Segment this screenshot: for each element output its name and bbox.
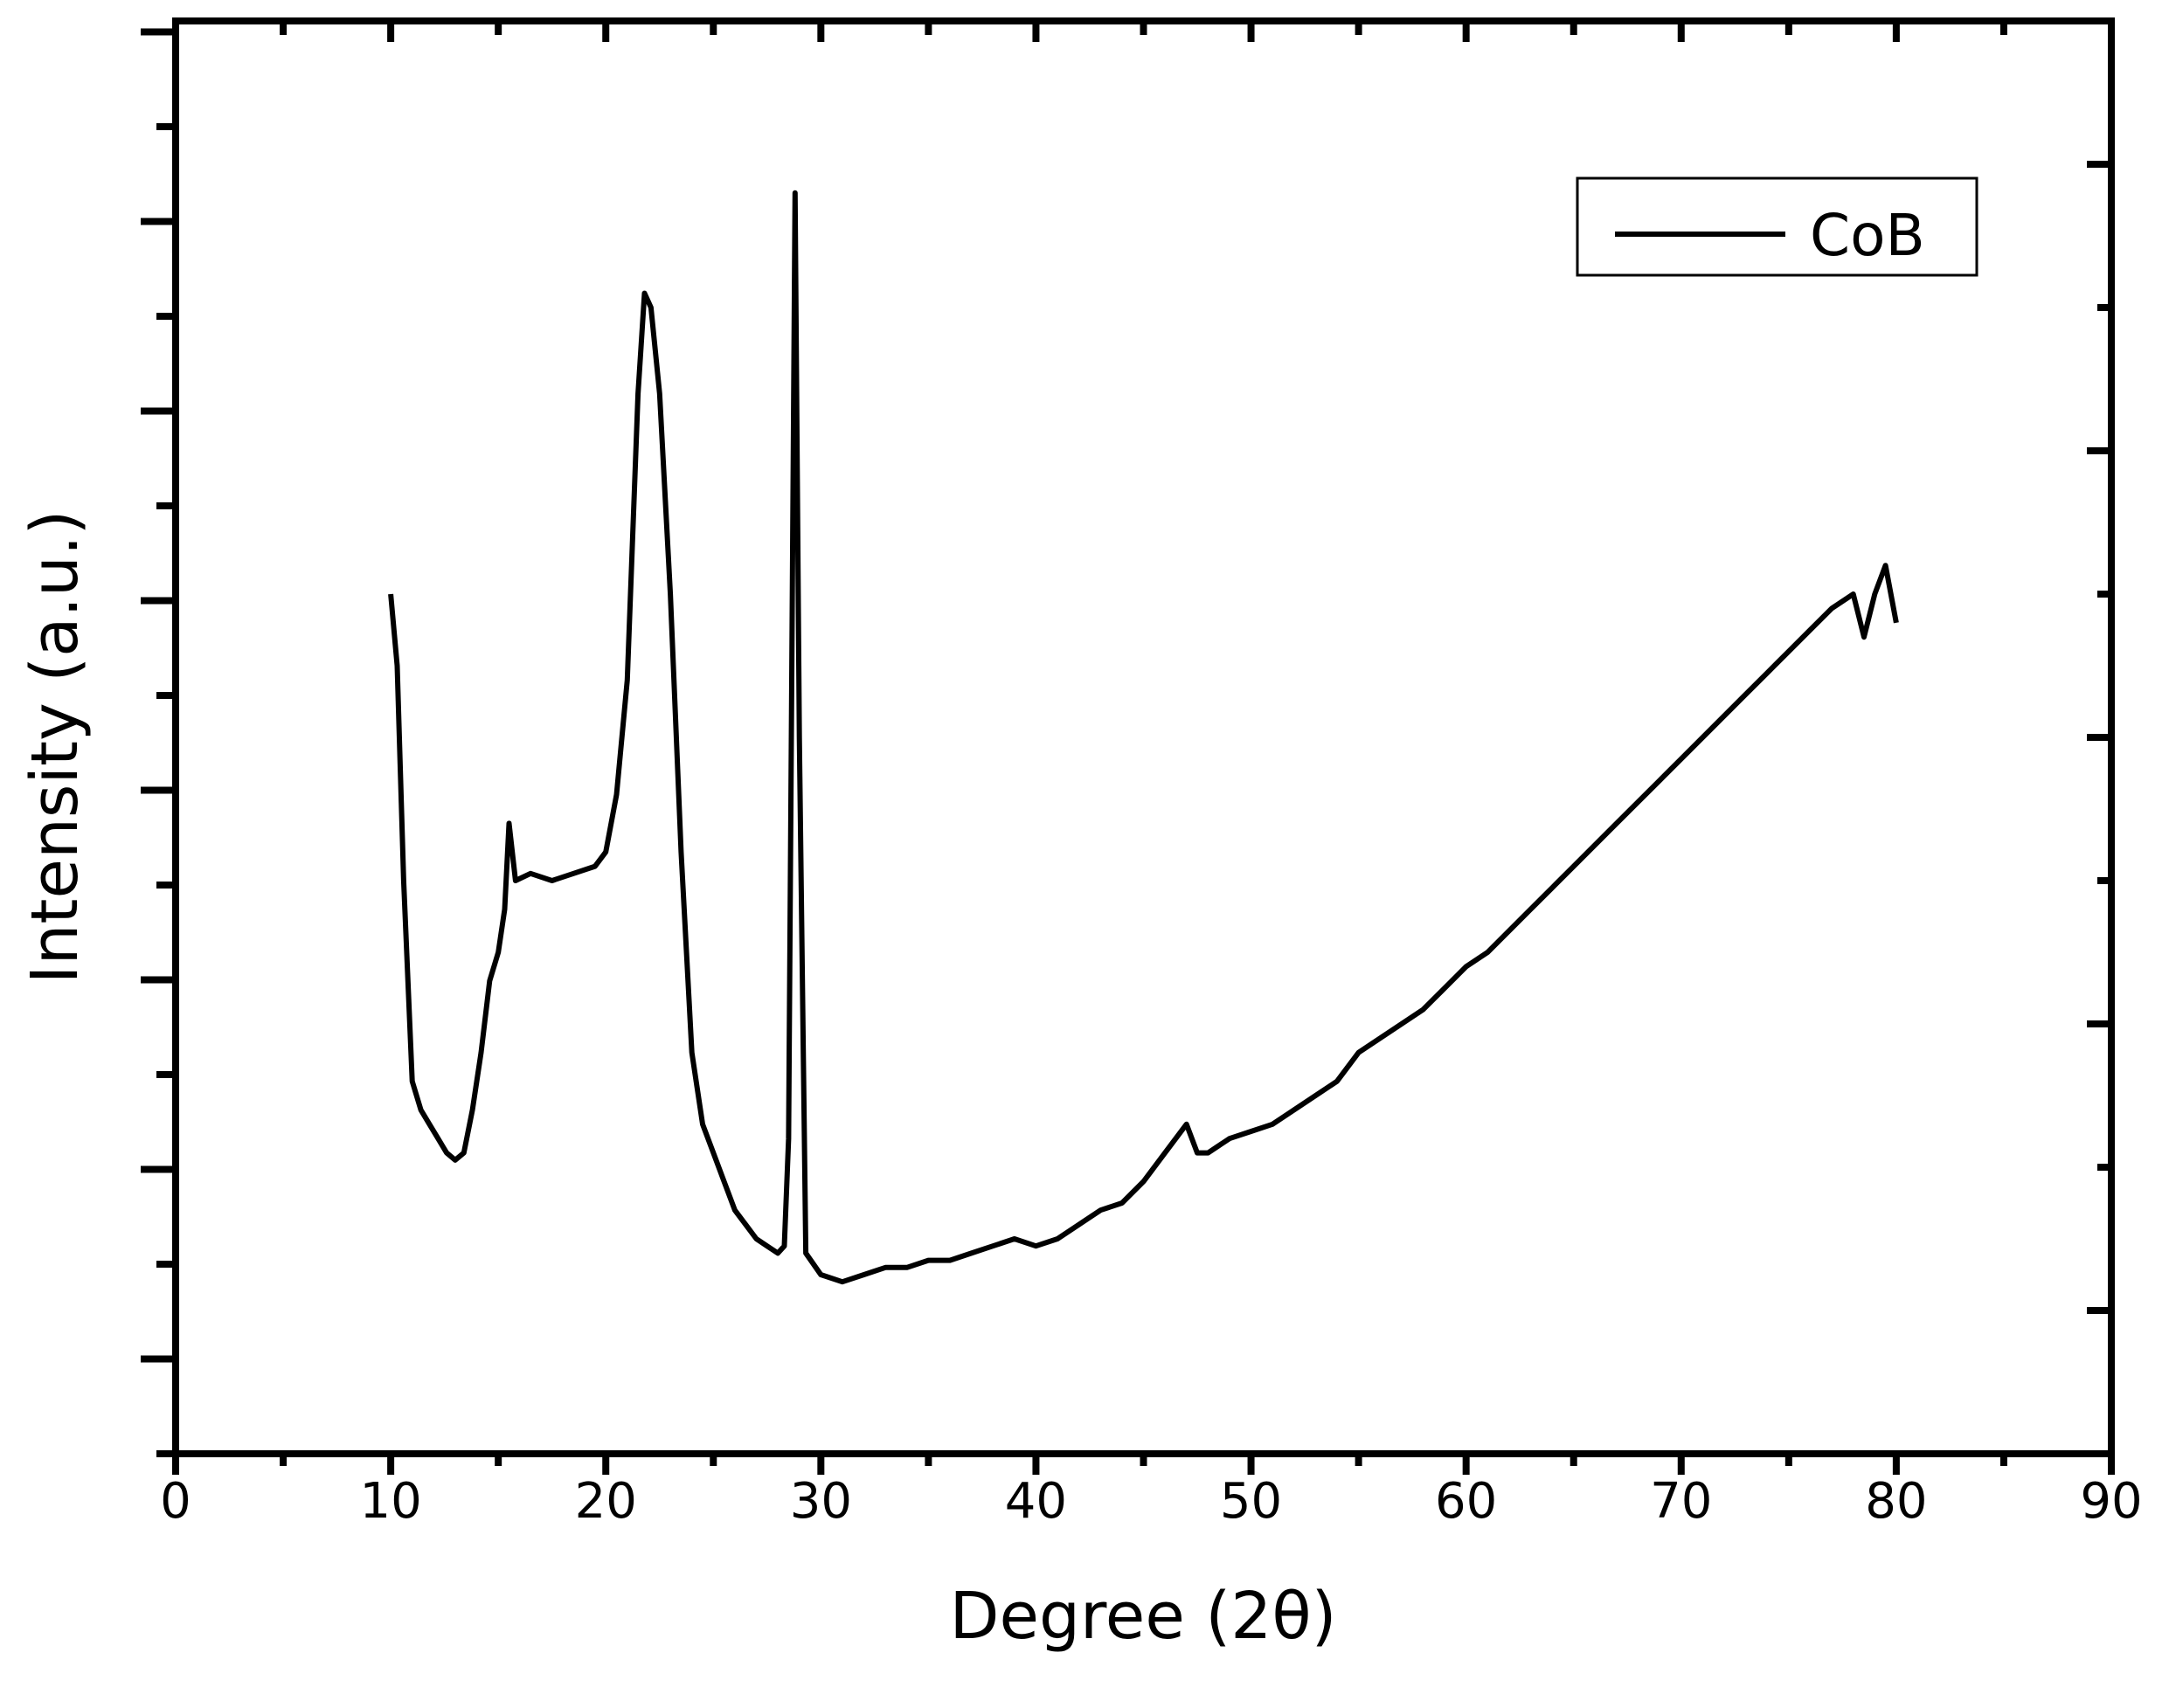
x-tick-label: 40	[1005, 1473, 1067, 1530]
x-tick-label: 60	[1435, 1473, 1497, 1530]
series-line-cob	[388, 190, 1899, 1285]
x-tick-label: 0	[160, 1473, 191, 1530]
legend-box	[1576, 176, 1978, 277]
x-tick-label: 20	[575, 1473, 637, 1530]
x-tick-labels: 0 10 20 30 40 50 60 70 80 90	[160, 1473, 2142, 1530]
x-tick-label: 80	[1865, 1473, 1927, 1530]
x-tick-label: 70	[1650, 1473, 1712, 1530]
x-tick-label: 10	[359, 1473, 421, 1530]
legend-label-cob: CoB	[1810, 202, 1925, 269]
x-tick-label: 30	[790, 1473, 852, 1530]
x-tick-label: 90	[2080, 1473, 2142, 1530]
y-axis-title: Intensity (a.u.)	[17, 510, 93, 985]
x-tick-label: 50	[1220, 1473, 1282, 1530]
legend: CoB	[1576, 176, 1978, 277]
x-axis-title: Degree (2θ)	[950, 1579, 1337, 1654]
axis-ticks	[141, 17, 2115, 1475]
